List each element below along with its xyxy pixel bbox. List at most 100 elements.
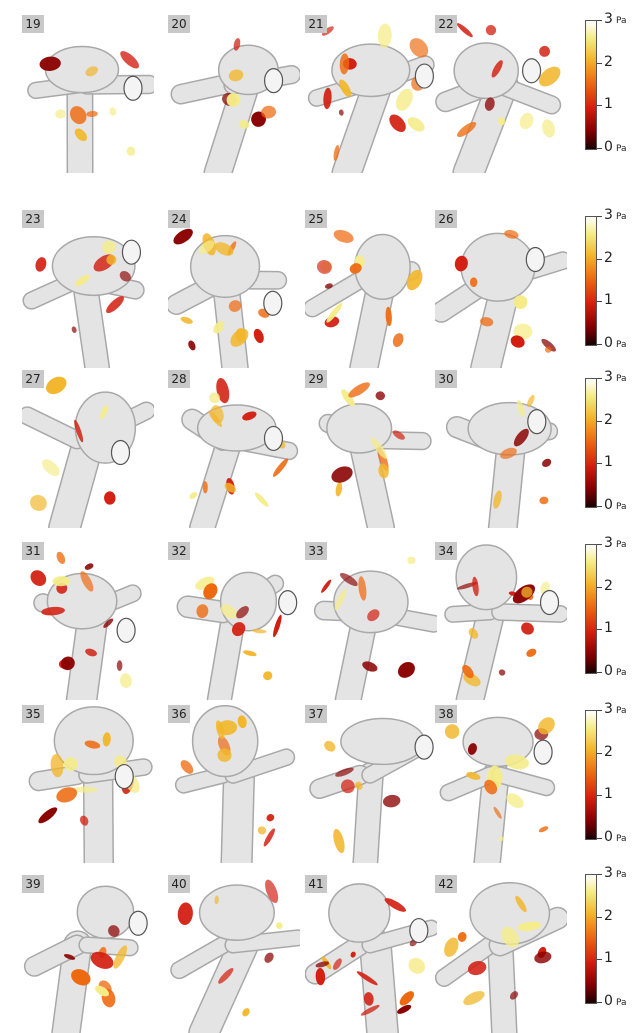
colorbar-tick-label: 1	[604, 96, 613, 112]
vessel-render	[305, 370, 437, 528]
vessel-render	[168, 542, 300, 700]
vessel-render	[168, 210, 300, 368]
panel-24: 24	[168, 210, 300, 368]
colorbar-tick	[597, 795, 602, 796]
colorbar-tick-label: 3	[604, 535, 613, 551]
colorbar-tick	[597, 544, 602, 545]
panel-33: 33	[305, 542, 437, 700]
colorbar-tick	[597, 753, 602, 754]
colorbar-gradient	[585, 216, 597, 346]
colorbar-tick	[597, 1002, 602, 1003]
colorbar-gradient	[585, 544, 597, 674]
vessel-render	[305, 15, 437, 173]
panel-29: 29	[305, 370, 437, 528]
colorbar-unit: Pa	[616, 374, 627, 384]
vessel-render	[22, 875, 154, 1033]
colorbar-tick	[597, 216, 602, 217]
panel-21: 21	[305, 15, 437, 173]
colorbar-tick-label: 2	[604, 412, 613, 428]
panel-number: 29	[305, 370, 327, 388]
colorbar-tick	[597, 874, 602, 875]
vessel-render	[435, 210, 567, 368]
vessel-render	[305, 875, 437, 1033]
panel-26: 26	[435, 210, 567, 368]
vessel-render	[22, 210, 154, 368]
panel-number: 24	[168, 210, 190, 228]
colorbar-tick-label: 2	[604, 744, 613, 760]
vessel-render	[22, 370, 154, 528]
colorbar-tick	[597, 259, 602, 260]
colorbar-tick-label: 1	[604, 950, 613, 966]
colorbar-gradient	[585, 710, 597, 840]
colorbar-tick-label: 3	[604, 701, 613, 717]
panel-number: 26	[435, 210, 457, 228]
panel-number: 27	[22, 370, 44, 388]
colorbar-gradient	[585, 378, 597, 508]
panel-number: 34	[435, 542, 457, 560]
colorbar-tick-label: 0	[604, 497, 613, 513]
colorbar-tick	[597, 148, 602, 149]
vessel-render	[435, 370, 567, 528]
colorbar-tick	[597, 421, 602, 422]
panel-number: 23	[22, 210, 44, 228]
vessel-render	[305, 210, 437, 368]
colorbar-tick	[597, 629, 602, 630]
colorbar-tick-label: 2	[604, 908, 613, 924]
colorbar-tick-label: 3	[604, 865, 613, 881]
colorbar-unit: Pa	[616, 540, 627, 550]
panel-number: 35	[22, 705, 44, 723]
vessel-render	[305, 705, 437, 863]
panel-23: 23	[22, 210, 154, 368]
colorbar-unit: Pa	[616, 16, 627, 26]
panel-number: 21	[305, 15, 327, 33]
colorbar-unit: Pa	[616, 502, 627, 512]
colorbar-unit: Pa	[616, 668, 627, 678]
colorbar-tick-label: 3	[604, 207, 613, 223]
colorbar-tick	[597, 344, 602, 345]
panel-19: 19	[22, 15, 154, 173]
panel-number: 32	[168, 542, 190, 560]
panel-41: 41	[305, 875, 437, 1033]
colorbar-tick-label: 0	[604, 139, 613, 155]
vessel-render	[168, 705, 300, 863]
colorbar-tick	[597, 105, 602, 106]
colorbar-tick-label: 0	[604, 993, 613, 1009]
colorbar-tick	[597, 838, 602, 839]
panel-number: 38	[435, 705, 457, 723]
colorbar-tick-label: 1	[604, 292, 613, 308]
panel-39: 39	[22, 875, 154, 1033]
colorbar-tick-label: 1	[604, 786, 613, 802]
colorbar-tick-label: 0	[604, 829, 613, 845]
panel-number: 39	[22, 875, 44, 893]
colorbar-unit: Pa	[616, 144, 627, 154]
vessel-render	[22, 705, 154, 863]
colorbar-tick-label: 2	[604, 54, 613, 70]
colorbar-tick	[597, 587, 602, 588]
colorbar-unit: Pa	[616, 870, 627, 880]
vessel-render	[435, 875, 567, 1033]
panel-36: 36	[168, 705, 300, 863]
colorbar-gradient	[585, 20, 597, 150]
vessel-render	[168, 15, 300, 173]
panel-37: 37	[305, 705, 437, 863]
colorbar-tick	[597, 506, 602, 507]
colorbar-tick	[597, 672, 602, 673]
panel-number: 25	[305, 210, 327, 228]
colorbar-unit: Pa	[616, 998, 627, 1008]
panel-28: 28	[168, 370, 300, 528]
colorbar-tick-label: 0	[604, 663, 613, 679]
vessel-render	[22, 542, 154, 700]
panel-40: 40	[168, 875, 300, 1033]
vessel-render	[305, 542, 437, 700]
vessel-render	[435, 542, 567, 700]
colorbar-tick	[597, 917, 602, 918]
colorbar-unit: Pa	[616, 706, 627, 716]
panel-number: 41	[305, 875, 327, 893]
colorbar-unit: Pa	[616, 212, 627, 222]
vessel-render	[435, 15, 567, 173]
